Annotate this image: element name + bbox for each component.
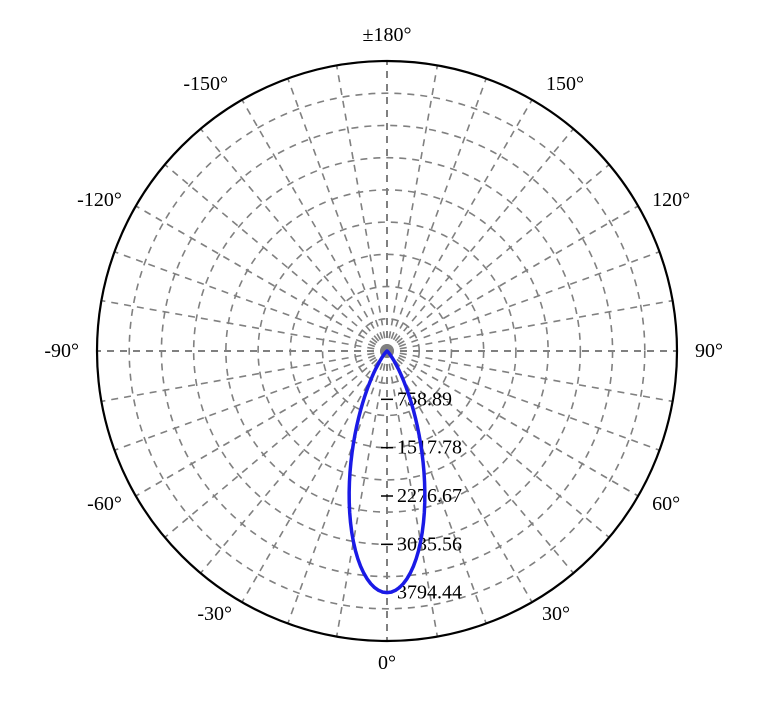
angle-label: 120° [652,189,690,211]
radial-tick-label: 3035.56 [397,533,462,555]
grid-spoke [165,165,387,351]
angle-label: 150° [546,73,584,95]
angle-label: 30° [542,603,570,625]
grid-spoke [387,65,437,351]
grid-spoke [387,78,486,351]
grid-spoke [101,301,387,351]
angle-label: 90° [695,340,723,362]
grid-spoke [387,252,660,351]
grid-spoke [101,351,387,401]
grid-spoke [114,252,387,351]
grid-spoke [337,65,387,351]
grid-spoke [387,301,673,351]
angle-label: -60° [87,493,122,515]
radial-tick-label: 758.89 [397,388,452,410]
radial-axis: 758.89 1517.78 2276.67 3035.56 3794.44 [381,388,462,603]
angle-label: 0° [378,652,396,674]
grid-spoke [201,351,387,573]
grid-spoke [337,351,387,637]
angle-label: -120° [77,189,122,211]
angle-label: ±180° [363,24,412,46]
polar-chart: 758.89 1517.78 2276.67 3035.56 3794.44 ±180° 1… [0,0,775,702]
angle-label: 60° [652,493,680,515]
grid-spoke [288,78,387,351]
angle-label: -150° [183,73,228,95]
radial-tick-label: 2276.67 [397,485,462,507]
angle-label: -90° [44,340,79,362]
radial-tick-label: 1517.78 [397,437,462,459]
polar-chart-svg: 758.89 1517.78 2276.67 3035.56 3794.44 ±180° 1… [0,0,775,702]
radial-tick-label: 3794.44 [397,582,462,604]
angle-label: -30° [197,603,232,625]
grid-spoke [201,129,387,351]
